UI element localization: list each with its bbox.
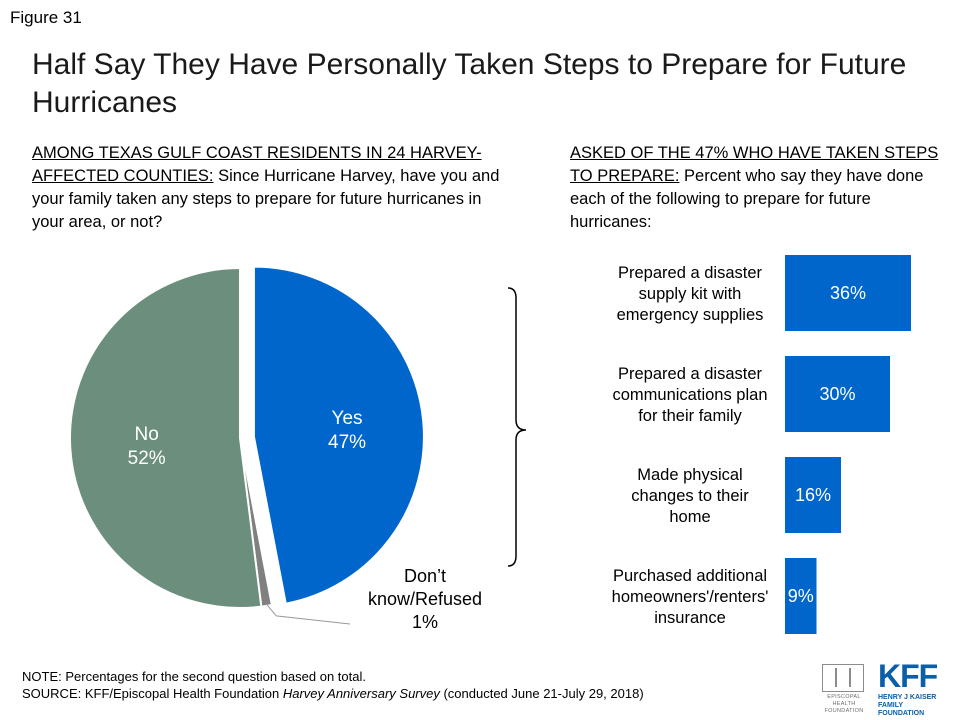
episcopal-health-foundation-logo: EPISCOPAL HEALTH FOUNDATION <box>818 664 870 714</box>
bar-category-label-4: Purchased additional homeowners'/renters'… <box>612 567 769 627</box>
pie-label-yes: Yes <box>332 408 363 429</box>
pie-value-dont-know: 1% <box>412 612 438 632</box>
bar-value-label-4: 9% <box>788 586 814 606</box>
pie-chart: Yes 47% Don’t know/Refused 1% No 52% <box>68 265 482 632</box>
bar-category-label-2: Prepared a disaster communications plan fo… <box>613 365 768 425</box>
pie-value-yes: 47% <box>328 432 366 453</box>
bar-value-label-3: 16% <box>795 485 831 505</box>
left-question: AMONG TEXAS GULF COAST RESIDENTS IN 24 H… <box>32 142 502 234</box>
dont-know-leader-line <box>265 603 351 625</box>
left-question-lead: AMONG TEXAS GULF COAST RESIDENTS IN 24 H… <box>32 144 482 185</box>
right-question-lead: ASKED OF THE 47% WHO HAVE TAKEN STEPS TO… <box>570 144 939 185</box>
figure-label: Figure 31 <box>10 8 82 27</box>
kff-logo-subtext: HENRY J KAISER FAMILY FOUNDATION <box>878 694 937 717</box>
footer-note: NOTE: Percentages for the second questio… <box>22 669 366 684</box>
footer-source-prefix: SOURCE: KFF/Episcopal Health Foundation <box>22 686 283 701</box>
kff-logo-text: KFF <box>878 658 938 694</box>
left-question-text: Since Hurricane Harvey, have you and you… <box>32 167 500 231</box>
bar-value-label-2: 30% <box>819 384 855 404</box>
bar-1 <box>785 255 911 331</box>
pie-label-dont-know: Don’t know/Refused <box>368 566 482 609</box>
page-title: Half Say They Have Personally Taken Step… <box>32 48 907 119</box>
bar-value-label-1: 36% <box>830 283 866 303</box>
bar-3 <box>785 457 841 533</box>
pie-label-no: No <box>135 424 159 445</box>
kff-logo: KFF HENRY J KAISER FAMILY FOUNDATION <box>878 658 950 717</box>
bar-category-label-1: Prepared a disaster supply kit with emerge… <box>617 264 764 324</box>
footer-source-suffix: (conducted June 21-July 29, 2018) <box>439 686 644 701</box>
bar-chart: 36% Prepared a disaster supply kit with eme… <box>612 255 911 634</box>
pie-value-no: 52% <box>128 448 166 469</box>
bar-category-label-3: Made physical changes to their home <box>631 466 749 526</box>
right-question: ASKED OF THE 47% WHO HAVE TAKEN STEPS TO… <box>570 142 940 234</box>
ehf-logo-text: EPISCOPAL HEALTH FOUNDATION <box>824 694 864 714</box>
pie-slice-no <box>68 266 263 609</box>
footer: NOTE: Percentages for the second questio… <box>22 668 782 702</box>
footer-source-title: Harvey Anniversary Survey <box>282 686 440 701</box>
bar-4 <box>785 558 817 634</box>
bar-2 <box>785 356 890 432</box>
pie-slice-yes <box>252 265 425 605</box>
right-question-text: Percent who say they have done each of t… <box>570 167 924 231</box>
footer-source: SOURCE: KFF/Episcopal Health Foundation … <box>22 685 782 702</box>
bracket <box>507 287 527 567</box>
